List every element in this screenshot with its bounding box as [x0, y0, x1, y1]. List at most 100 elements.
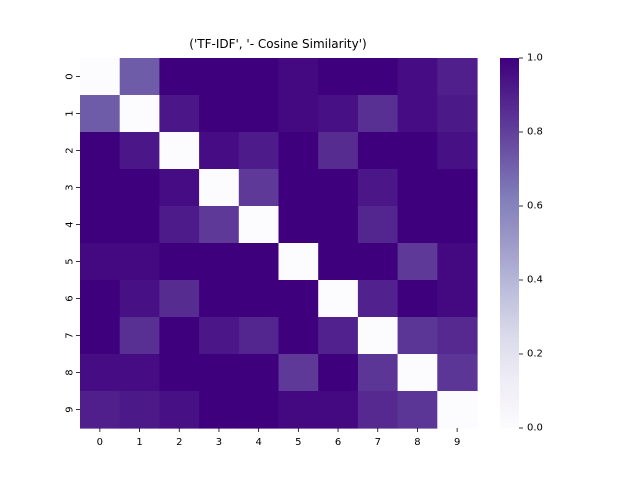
colorbar-tick-label: 0.4: [527, 275, 543, 286]
heatmap-cell: [119, 243, 160, 281]
heatmap-cell: [437, 132, 478, 170]
heatmap-cell: [199, 206, 240, 244]
heatmap-cell: [238, 58, 280, 96]
heatmap-cell: [318, 206, 359, 244]
heatmap-cell: [357, 169, 399, 207]
y-tick-label: 3: [65, 184, 76, 190]
heatmap-cell: [80, 317, 121, 355]
colorbar-tick-label: 0.8: [527, 127, 543, 138]
x-tick-label: 1: [136, 437, 142, 448]
heatmap-cell: [159, 58, 200, 96]
heatmap-cell: [199, 243, 240, 281]
heatmap-cell: [80, 95, 121, 133]
heatmap-cell: [119, 132, 160, 170]
heatmap-cell: [159, 243, 200, 281]
heatmap-cell: [159, 206, 200, 244]
heatmap-cell: [238, 391, 280, 429]
y-tick-label: 2: [65, 147, 76, 153]
heatmap-cell: [278, 206, 319, 244]
heatmap-cell: [119, 169, 160, 207]
colorbar-tick-label: 0.2: [527, 349, 543, 360]
heatmap-cell: [437, 280, 478, 318]
heatmap-cell: [199, 317, 240, 355]
x-tick-label: 7: [375, 437, 381, 448]
heatmap-cell: [318, 354, 359, 392]
x-tick-label: 3: [216, 437, 222, 448]
heatmap-cell: [80, 391, 121, 429]
y-tick-label: 4: [65, 221, 76, 227]
heatmap-cell: [318, 58, 359, 96]
heatmap-cell: [437, 317, 478, 355]
heatmap-cell: [357, 95, 399, 133]
colorbar-tick-label: 0.6: [527, 201, 543, 212]
heatmap-cell: [357, 58, 399, 96]
heatmap-cell: [119, 206, 160, 244]
heatmap-cell: [357, 317, 399, 355]
heatmap-cell: [119, 58, 160, 96]
colorbar: [500, 58, 519, 428]
heatmap-cell: [278, 132, 319, 170]
heatmap-cell: [199, 354, 240, 392]
y-tick-label: 5: [65, 258, 76, 264]
x-tick-label: 2: [176, 437, 182, 448]
heatmap-cell: [199, 95, 240, 133]
y-tick-label: 7: [65, 332, 76, 338]
heatmap-cell: [159, 354, 200, 392]
heatmap-cell: [159, 95, 200, 133]
heatmap-cell: [238, 280, 280, 318]
heatmap-cell: [397, 206, 438, 244]
heatmap-cell: [437, 169, 478, 207]
heatmap-cell: [318, 169, 359, 207]
heatmap-cell: [80, 132, 121, 170]
heatmap-cell: [397, 95, 438, 133]
heatmap-cell: [437, 58, 478, 96]
heatmap-cell: [199, 169, 240, 207]
heatmap-cell: [437, 95, 478, 133]
heatmap-cell: [238, 206, 280, 244]
chart-title: ('TF-IDF', '- Cosine Similarity'): [189, 37, 366, 51]
heatmap-cell: [159, 169, 200, 207]
x-tick-label: 0: [97, 437, 103, 448]
heatmap-cell: [437, 354, 478, 392]
heatmap-cell: [278, 317, 319, 355]
heatmap-cell: [318, 280, 359, 318]
heatmap-cell: [357, 354, 399, 392]
heatmap-cell: [357, 132, 399, 170]
heatmap-cell: [397, 132, 438, 170]
y-tick-label: 9: [65, 406, 76, 412]
heatmap-cell: [80, 280, 121, 318]
heatmap-cell: [397, 391, 438, 429]
heatmap-cells: [80, 58, 478, 429]
heatmap-cell: [119, 354, 160, 392]
heatmap-cell: [278, 391, 319, 429]
heatmap-cell: [80, 206, 121, 244]
y-tick-label: 8: [65, 369, 76, 375]
heatmap-cell: [318, 317, 359, 355]
heatmap-cell: [357, 243, 399, 281]
heatmap-cell: [238, 243, 280, 281]
x-tick-label: 8: [414, 437, 420, 448]
heatmap-cell: [159, 317, 200, 355]
heatmap-cell: [318, 95, 359, 133]
heatmap-cell: [278, 95, 319, 133]
heatmap-cell: [397, 169, 438, 207]
heatmap-cell: [278, 280, 319, 318]
heatmap-cell: [437, 243, 478, 281]
x-tick-label: 4: [255, 437, 261, 448]
heatmap-cell: [397, 280, 438, 318]
heatmap-cell: [357, 280, 399, 318]
colorbar-tick-label: 0.0: [527, 423, 543, 434]
y-tick-label: 6: [65, 295, 76, 301]
heatmap-cell: [80, 169, 121, 207]
heatmap-cell: [238, 95, 280, 133]
heatmap-cell: [437, 206, 478, 244]
heatmap-cell: [238, 132, 280, 170]
x-tick-label: 6: [335, 437, 341, 448]
heatmap-cell: [397, 58, 438, 96]
heatmap-cell: [159, 280, 200, 318]
heatmap-cell: [318, 243, 359, 281]
x-tick-label: 5: [295, 437, 301, 448]
x-tick-label: 9: [454, 437, 460, 448]
heatmap-cell: [357, 206, 399, 244]
heatmap-cell: [238, 169, 280, 207]
